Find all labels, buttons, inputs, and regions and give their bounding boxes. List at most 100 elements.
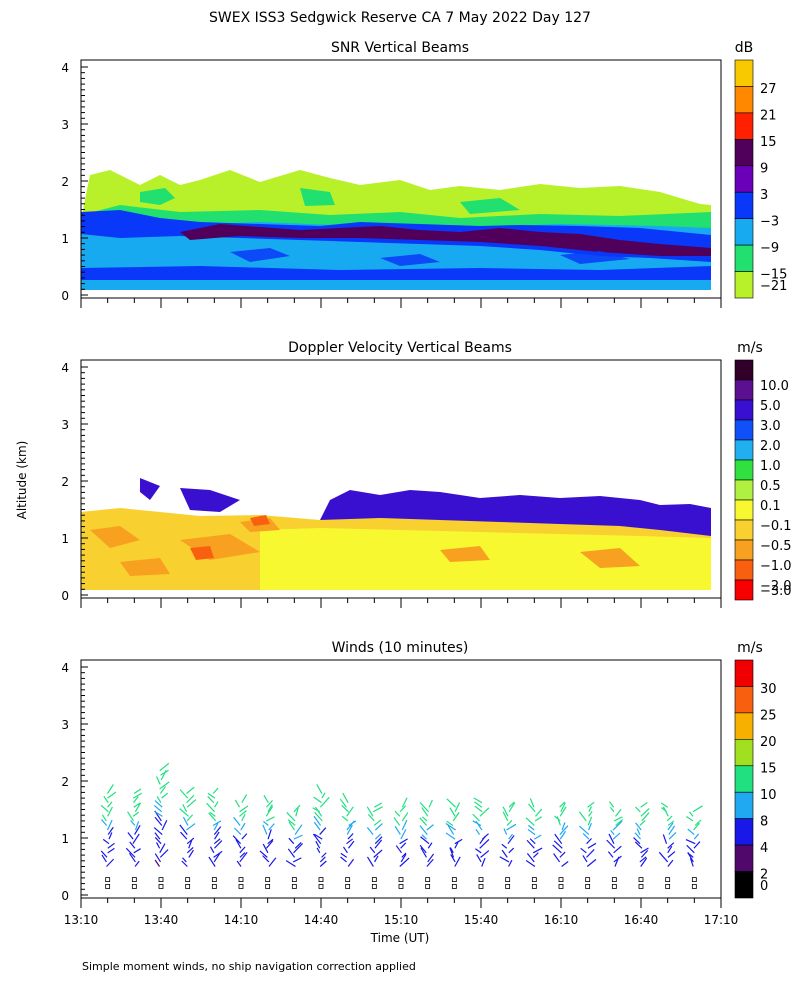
wind-barb — [578, 811, 587, 822]
wind-barb — [154, 816, 163, 826]
wind-barb — [588, 810, 593, 817]
wind-barb — [395, 845, 403, 854]
wind-barb — [373, 802, 383, 808]
colorbar-label: 3 — [760, 188, 768, 203]
wind-barb — [687, 852, 694, 858]
wind-barb — [608, 833, 615, 844]
wind-barb — [667, 859, 674, 867]
colorbar-swatch — [734, 399, 754, 421]
wind-barb — [426, 824, 434, 831]
colorbar-swatch — [734, 379, 754, 401]
wind-surface-marker — [611, 877, 617, 883]
wind-barb — [528, 803, 536, 813]
wind-barb — [155, 776, 161, 785]
colorbar-swatch — [734, 559, 754, 581]
wind-barb — [640, 847, 649, 854]
wind-barb — [526, 839, 535, 849]
wind-barb — [128, 852, 136, 863]
wind-barb — [161, 819, 168, 831]
wind-surface-marker — [131, 884, 137, 889]
wind-barb — [107, 842, 115, 849]
wind-profile — [259, 794, 277, 889]
colorbar-label: 0 — [760, 879, 768, 894]
colorbar-label: 30 — [760, 682, 777, 697]
colorbar-swatch — [734, 244, 754, 272]
wind-barb — [287, 819, 296, 826]
doppler-panel: Doppler Velocity Vertical Beams 0 1 2 3 4 m/… — [61, 340, 792, 608]
wind-barb — [661, 807, 667, 813]
wind-barb — [636, 828, 641, 835]
wind-barb — [366, 856, 374, 867]
wind-barb — [586, 849, 595, 858]
wind-profile — [206, 787, 223, 889]
wind-barb — [506, 823, 517, 831]
wind-barb — [293, 804, 301, 813]
wind-barb — [342, 792, 349, 803]
wind-barb — [475, 848, 482, 854]
wind-barb — [400, 853, 407, 863]
wind-barb — [419, 844, 427, 854]
colorbar-swatch — [734, 86, 754, 114]
wind-barb — [321, 852, 327, 858]
wind-barb — [613, 845, 622, 854]
wind-barb — [420, 836, 430, 845]
wind-barb — [588, 822, 592, 831]
colorbar-label: 1.0 — [760, 459, 781, 474]
wind-barb — [634, 806, 641, 813]
wind-barb — [239, 852, 246, 858]
wind-barb — [639, 856, 647, 863]
wind-barb — [232, 835, 242, 845]
wind-barb — [265, 806, 274, 817]
x-axis-label: Time (UT) — [370, 931, 430, 945]
wind-barb — [186, 847, 194, 854]
y-tick-label: 0 — [61, 289, 69, 303]
wind-barb — [552, 844, 562, 854]
winds-panel-title: Winds (10 minutes) — [332, 640, 469, 656]
wind-surface-marker — [291, 884, 297, 889]
wind-barb — [127, 811, 135, 822]
wind-barb — [374, 823, 383, 831]
wind-surface-marker — [611, 884, 617, 889]
wind-barb — [287, 848, 296, 858]
snr-green-patch — [140, 188, 520, 214]
wind-barb — [660, 802, 669, 808]
y-tick-label: 2 — [61, 775, 69, 789]
wind-barb — [613, 816, 623, 822]
wind-barb — [265, 816, 275, 822]
colorbar-label: −0.5 — [760, 539, 792, 554]
wind-barb — [475, 829, 481, 835]
colorbar-label: −2.0 — [760, 579, 792, 594]
winds-colorbar-unit: m/s — [737, 640, 763, 656]
wind-barb — [339, 798, 347, 808]
wind-barb — [421, 816, 428, 822]
wind-surface-marker — [505, 884, 511, 889]
wind-barb — [508, 802, 516, 813]
wind-profile — [606, 801, 624, 889]
wind-barb — [100, 819, 108, 826]
wind-barb — [667, 822, 674, 831]
wind-barb — [399, 857, 410, 867]
wind-barb — [401, 812, 409, 822]
wind-barb — [662, 834, 668, 844]
wind-barb — [186, 786, 195, 795]
wind-profile — [633, 801, 650, 889]
wind-barb — [101, 854, 107, 863]
colorbar-swatch — [734, 686, 754, 714]
colorbar-swatch — [734, 579, 754, 601]
wind-barb — [419, 802, 430, 813]
doppler-axes: 0 1 2 3 4 — [61, 361, 722, 608]
wind-barb — [153, 827, 163, 836]
wind-barb — [401, 852, 407, 858]
colorbar-swatch — [734, 271, 754, 299]
colorbar-swatch — [734, 844, 754, 872]
colorbar-swatch — [734, 818, 754, 846]
wind-barb — [373, 819, 382, 826]
wind-barb — [206, 802, 215, 813]
wind-barb — [560, 802, 566, 813]
colorbar-swatch — [734, 218, 754, 246]
colorbar-swatch — [734, 139, 754, 167]
wind-barb — [295, 807, 299, 817]
colorbar-label: 0.1 — [760, 499, 781, 514]
wind-barb — [240, 822, 246, 831]
wind-barb — [107, 806, 113, 817]
